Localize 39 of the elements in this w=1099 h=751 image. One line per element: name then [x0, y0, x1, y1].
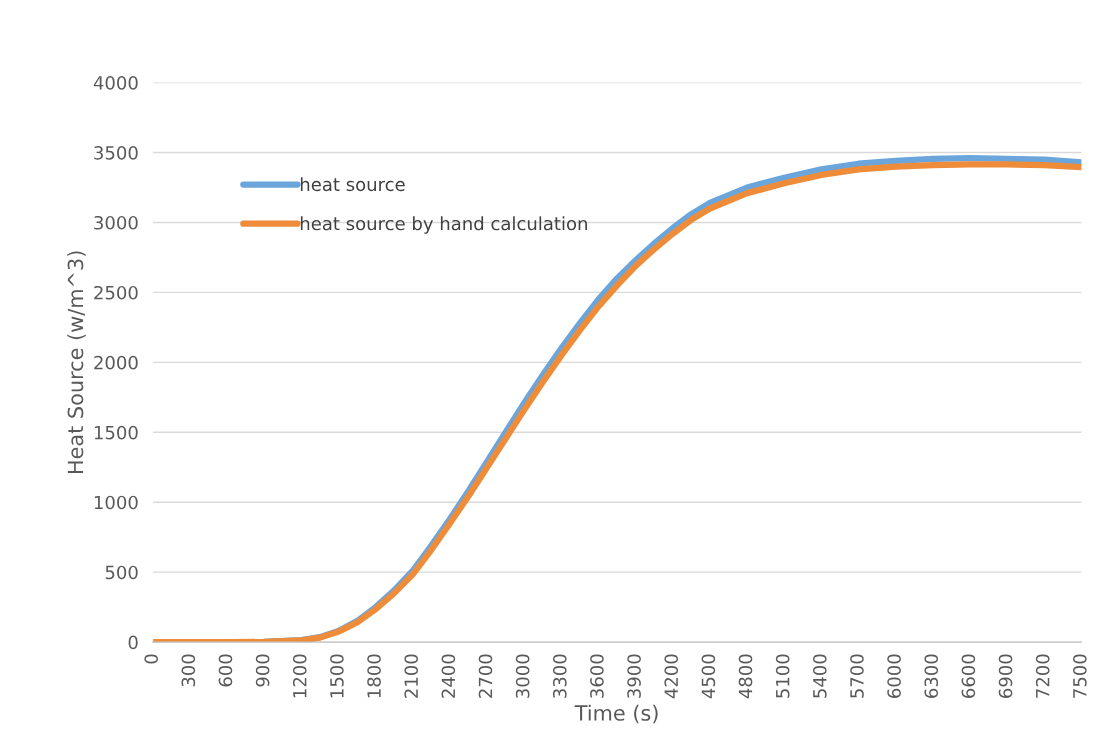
x-tick-label: 4500	[701, 654, 716, 699]
y-tick-label: 1500	[94, 425, 138, 440]
y-tick-label: 3500	[94, 146, 138, 160]
x-tick-label: 2700	[478, 654, 493, 698]
y-tick-label: 500	[105, 565, 138, 580]
x-tick-label: 4800	[738, 654, 753, 699]
y-tick-label: 2000	[94, 355, 138, 370]
x-tick-label: 3600	[590, 654, 604, 698]
x-tick-label: 1500	[330, 654, 344, 698]
x-tick-label: 4200	[664, 654, 679, 699]
x-tick-label: 6300	[924, 654, 939, 698]
x-tick-label: 7200	[1035, 654, 1050, 698]
y-axis-title: Heat Source (w/m^3)	[67, 251, 86, 474]
x-tick-label: 5400	[812, 654, 827, 698]
x-tick-label: 1200	[292, 654, 307, 698]
x-tick-label: 5100	[775, 654, 790, 698]
x-tick-label: 3300	[552, 654, 567, 698]
y-tick-label: 4000	[93, 76, 138, 90]
x-tick-label: 7500	[1073, 654, 1087, 698]
y-tick-label: 3000	[94, 215, 138, 230]
x-axis-title: Time (s)	[574, 704, 658, 724]
x-tick-label: 600	[218, 654, 233, 687]
y-tick-label: 2500	[94, 285, 138, 300]
x-tick-label: 3000	[515, 654, 530, 698]
x-tick-label: 6600	[961, 654, 976, 698]
y-tick-label: 1000	[94, 495, 138, 510]
x-tick-label: 2100	[404, 654, 419, 698]
x-tick-label: 900	[255, 654, 270, 687]
x-tick-label: 5700	[850, 654, 864, 698]
x-tick-label: 0	[144, 654, 158, 664]
x-tick-label: 6000	[887, 654, 901, 698]
x-tick-label: 6900	[998, 654, 1013, 698]
x-tick-label: 300	[181, 654, 196, 687]
x-tick-label: 2400	[441, 654, 456, 698]
y-tick-label: 0	[128, 635, 138, 650]
x-tick-label: 1800	[367, 654, 381, 698]
legend-label: heat source	[300, 177, 405, 192]
legend-label: heat source by hand calculation	[300, 216, 587, 234]
x-tick-label: 3900	[627, 654, 641, 698]
